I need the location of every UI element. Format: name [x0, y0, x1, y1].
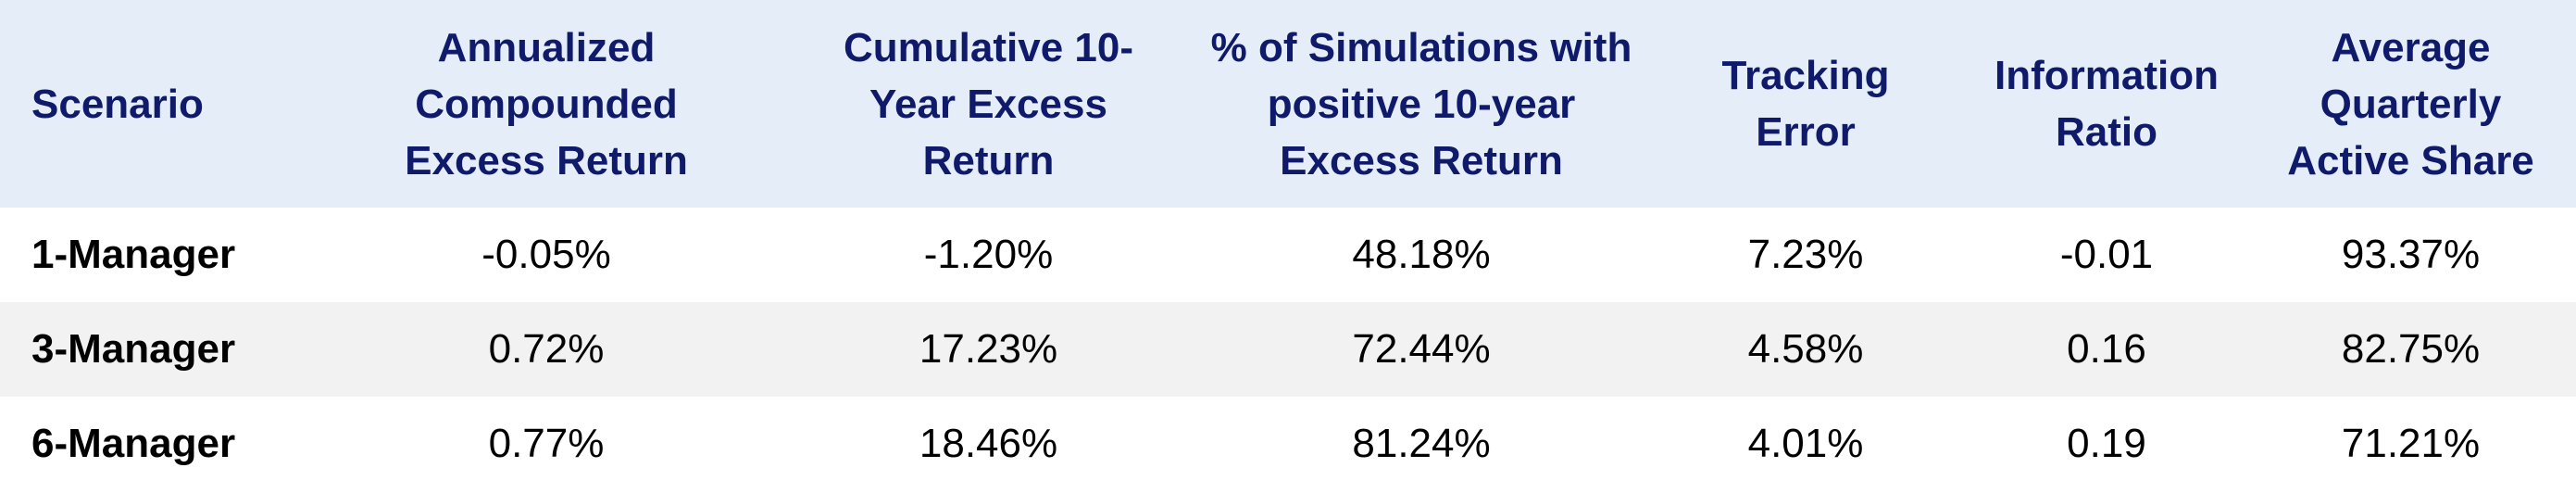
header-scenario: Scenario: [31, 81, 204, 127]
information-ratio-cell: 0.19: [2067, 421, 2146, 466]
tracking-error-cell: 4.58%: [1747, 326, 1864, 372]
active-share-cell: 93.37%: [2341, 232, 2481, 277]
header-active-share: Average Quarterly Active Share: [2287, 24, 2534, 183]
tracking-error-cell: 4.01%: [1747, 421, 1864, 466]
scenario-cell: 3-Manager: [31, 326, 236, 372]
information-ratio-cell: 0.16: [2067, 326, 2146, 372]
header-cumulative-excess-return: Cumulative 10-Year Excess Return: [844, 24, 1133, 183]
information-ratio-cell: -0.01: [2059, 232, 2154, 277]
active-share-cell: 82.75%: [2341, 326, 2481, 372]
annualized-excess-return-cell: 0.72%: [488, 326, 605, 372]
header-tracking-error: Tracking Error: [1721, 53, 1890, 155]
scenario-cell: 1-Manager: [31, 232, 236, 277]
table-body: 1-Manager -0.05% -1.20% 48.18% 7.23% -0.…: [0, 208, 2576, 491]
header-pct-positive-simulations: % of Simulations with positive 10-year E…: [1210, 24, 1632, 183]
pct-positive-simulations-cell: 81.24%: [1352, 421, 1491, 466]
table-row: 1-Manager -0.05% -1.20% 48.18% 7.23% -0.…: [0, 208, 2576, 302]
active-share-cell: 71.21%: [2341, 421, 2481, 466]
cumulative-excess-return-cell: -1.20%: [923, 232, 1054, 277]
annualized-excess-return-cell: 0.77%: [488, 421, 605, 466]
header-information-ratio: Information Ratio: [1995, 53, 2219, 155]
header-annualized-excess-return: Annualized Compounded Excess Return: [405, 24, 688, 183]
table-row: 6-Manager 0.77% 18.46% 81.24% 4.01% 0.19…: [0, 397, 2576, 491]
table-header: Scenario Annualized Compounded Excess Re…: [0, 0, 2576, 208]
tracking-error-cell: 7.23%: [1747, 232, 1864, 277]
pct-positive-simulations-cell: 72.44%: [1352, 326, 1491, 372]
scenario-cell: 6-Manager: [31, 421, 236, 466]
pct-positive-simulations-cell: 48.18%: [1352, 232, 1491, 277]
cumulative-excess-return-cell: 18.46%: [919, 421, 1058, 466]
table-row: 3-Manager 0.72% 17.23% 72.44% 4.58% 0.16…: [0, 302, 2576, 397]
annualized-excess-return-cell: -0.05%: [481, 232, 611, 277]
cumulative-excess-return-cell: 17.23%: [919, 326, 1058, 372]
header-row: Scenario Annualized Compounded Excess Re…: [0, 0, 2576, 208]
